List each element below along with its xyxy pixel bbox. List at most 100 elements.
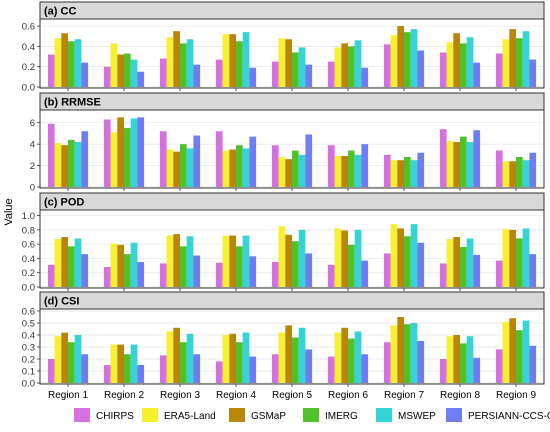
y-tick-label: 0.6 bbox=[22, 22, 35, 33]
y-tick-label: 0.2 bbox=[22, 268, 35, 279]
bar-persiann-ccs-cdr-region-2 bbox=[137, 262, 145, 287]
bar-imerg-region-4 bbox=[236, 342, 243, 383]
bar-imerg-region-5 bbox=[292, 241, 299, 287]
bar-mswep-region-6 bbox=[354, 229, 362, 287]
bar-mswep-region-6 bbox=[354, 331, 362, 383]
x-tick-label: Region 9 bbox=[496, 390, 536, 401]
bar-persiann-ccs-cdr-region-9 bbox=[529, 152, 537, 187]
bar-persiann-ccs-cdr-region-8 bbox=[473, 62, 481, 87]
bar-chirps-region-3 bbox=[159, 355, 167, 383]
bar-gsmap-region-3 bbox=[173, 234, 180, 287]
legend-item: CHIRPS bbox=[74, 408, 134, 422]
bar-mswep-region-3 bbox=[186, 39, 194, 87]
bar-chirps-region-2 bbox=[103, 267, 111, 287]
bar-era5-land-region-9 bbox=[502, 321, 510, 383]
bar-era5-land-region-1 bbox=[54, 239, 62, 287]
bar-chirps-region-6 bbox=[327, 145, 335, 187]
bar-mswep-region-6 bbox=[354, 154, 362, 187]
bar-imerg-region-1 bbox=[68, 139, 75, 187]
bar-persiann-ccs-cdr-region-5 bbox=[305, 64, 313, 87]
panel-title: (a) CC bbox=[44, 6, 76, 18]
legend-swatch bbox=[74, 408, 90, 422]
bar-persiann-ccs-cdr-region-9 bbox=[529, 59, 537, 87]
bar-gsmap-region-6 bbox=[341, 155, 348, 187]
bar-mswep-region-7 bbox=[410, 160, 418, 187]
bar-mswep-region-9 bbox=[522, 160, 530, 187]
bar-persiann-ccs-cdr-region-5 bbox=[305, 134, 313, 187]
bar-mswep-region-3 bbox=[186, 236, 194, 287]
bar-chirps-region-2 bbox=[103, 66, 111, 87]
bar-chirps-region-8 bbox=[439, 359, 447, 383]
bar-mswep-region-7 bbox=[410, 323, 418, 383]
panel-title-strip bbox=[39, 92, 545, 111]
bar-gsmap-region-9 bbox=[509, 161, 516, 187]
bar-mswep-region-2 bbox=[130, 344, 138, 383]
bar-era5-land-region-8 bbox=[446, 42, 454, 87]
bar-persiann-ccs-cdr-region-9 bbox=[529, 345, 537, 383]
bar-chirps-region-6 bbox=[327, 356, 335, 383]
bar-era5-land-region-6 bbox=[334, 47, 342, 87]
bar-gsmap-region-4 bbox=[229, 235, 236, 287]
bar-imerg-region-7 bbox=[404, 157, 411, 187]
bar-persiann-ccs-cdr-region-3 bbox=[193, 135, 201, 187]
bar-mswep-region-8 bbox=[466, 238, 474, 287]
legend-label: CHIRPS bbox=[96, 411, 134, 422]
legend-item: IMERG bbox=[303, 408, 358, 422]
bar-gsmap-region-8 bbox=[453, 142, 460, 187]
x-tick-label: Region 8 bbox=[440, 390, 480, 401]
bar-era5-land-region-3 bbox=[166, 37, 174, 87]
bar-persiann-ccs-cdr-region-3 bbox=[193, 354, 201, 383]
bar-chirps-region-5 bbox=[271, 262, 279, 287]
bar-imerg-region-2 bbox=[124, 128, 131, 187]
bar-gsmap-region-4 bbox=[229, 333, 236, 383]
bar-imerg-region-6 bbox=[348, 338, 355, 383]
bar-mswep-region-4 bbox=[242, 235, 250, 287]
bar-imerg-region-4 bbox=[236, 246, 243, 287]
legend-item: PERSIANN-CCS-CDR bbox=[446, 408, 550, 422]
bar-persiann-ccs-cdr-region-6 bbox=[361, 144, 369, 187]
bar-chirps-region-1 bbox=[47, 264, 55, 287]
x-tick-label: Region 5 bbox=[272, 390, 312, 401]
bar-chirps-region-1 bbox=[47, 123, 55, 187]
bar-chirps-region-3 bbox=[159, 58, 167, 87]
bar-chirps-region-4 bbox=[215, 361, 223, 383]
x-tick-label: Region 6 bbox=[328, 390, 368, 401]
bar-persiann-ccs-cdr-region-8 bbox=[473, 130, 481, 187]
bar-mswep-region-1 bbox=[74, 335, 82, 383]
bar-persiann-ccs-cdr-region-7 bbox=[417, 341, 425, 383]
bar-persiann-ccs-cdr-region-8 bbox=[473, 357, 481, 383]
bar-chirps-region-6 bbox=[327, 61, 335, 87]
bar-era5-land-region-2 bbox=[110, 132, 118, 187]
bar-mswep-region-9 bbox=[522, 31, 530, 87]
bar-chirps-region-7 bbox=[383, 253, 391, 287]
legend-label: PERSIANN-CCS-CDR bbox=[468, 411, 550, 422]
legend-label: IMERG bbox=[325, 411, 358, 422]
y-axis-label: Value bbox=[3, 198, 15, 225]
bar-persiann-ccs-cdr-region-8 bbox=[473, 254, 481, 287]
bar-chirps-region-8 bbox=[439, 129, 447, 187]
bar-mswep-region-1 bbox=[74, 238, 82, 287]
x-tick-label: Region 2 bbox=[104, 390, 144, 401]
bar-imerg-region-2 bbox=[124, 53, 131, 87]
bar-mswep-region-3 bbox=[186, 148, 194, 187]
bar-mswep-region-2 bbox=[130, 242, 138, 287]
bar-mswep-region-2 bbox=[130, 59, 138, 87]
bar-era5-land-region-6 bbox=[334, 155, 342, 187]
bar-gsmap-region-1 bbox=[61, 145, 68, 187]
panels: (a) CC 0.0 0.2 0.4 0.6 (b) RRMSE 0 2 4 6 (c) POD 0.… bbox=[22, 1, 545, 401]
y-tick-label: 0.2 bbox=[22, 62, 35, 73]
bar-imerg-region-7 bbox=[404, 32, 411, 87]
bar-persiann-ccs-cdr-region-7 bbox=[417, 152, 425, 187]
bar-gsmap-region-7 bbox=[397, 26, 404, 87]
bar-era5-land-region-5 bbox=[278, 157, 286, 187]
bar-era5-land-region-4 bbox=[222, 150, 230, 187]
bar-gsmap-region-3 bbox=[173, 327, 180, 383]
bar-chirps-region-3 bbox=[159, 263, 167, 287]
bar-persiann-ccs-cdr-region-1 bbox=[81, 62, 89, 87]
bar-mswep-region-1 bbox=[74, 39, 82, 87]
bar-era5-land-region-7 bbox=[390, 224, 398, 287]
bar-era5-land-region-5 bbox=[278, 226, 286, 287]
y-tick-label: 0.4 bbox=[22, 42, 35, 53]
bar-mswep-region-8 bbox=[466, 142, 474, 187]
bar-gsmap-region-9 bbox=[509, 29, 516, 87]
